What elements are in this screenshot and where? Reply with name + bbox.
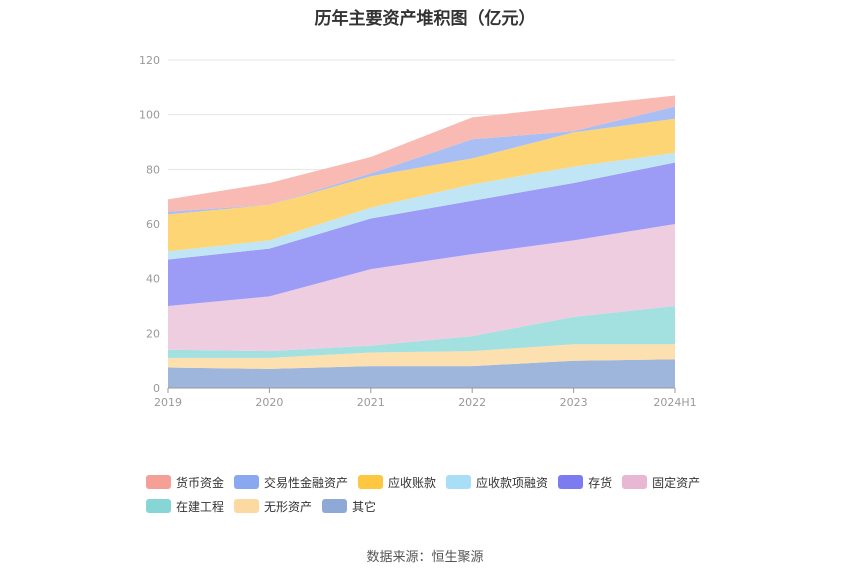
area-layer bbox=[168, 95, 675, 388]
area-series-8 bbox=[168, 95, 675, 212]
legend-swatch bbox=[146, 499, 171, 513]
legend-label: 交易性金融资产 bbox=[264, 475, 349, 490]
area-series-3 bbox=[168, 224, 675, 352]
legend-label: 无形资产 bbox=[264, 499, 313, 514]
legend-swatch bbox=[146, 475, 171, 489]
y-tick-label: 0 bbox=[153, 382, 160, 395]
legend-swatch bbox=[234, 475, 260, 489]
legend-row: 在建工程 无形资产 其它 bbox=[146, 494, 746, 518]
legend-item[interactable]: 存货 bbox=[558, 474, 612, 491]
legend-label: 应收款项融资 bbox=[476, 475, 549, 490]
x-tick-label: 2020 bbox=[255, 396, 283, 409]
legend-label: 应收账款 bbox=[388, 475, 437, 490]
area-series-7 bbox=[168, 106, 675, 215]
legend-swatch bbox=[358, 475, 384, 489]
area-series-1 bbox=[168, 344, 675, 369]
x-tick-label: 2022 bbox=[458, 396, 486, 409]
legend-swatch bbox=[234, 499, 260, 513]
area-series-4 bbox=[168, 162, 675, 306]
legend-swatch bbox=[622, 475, 648, 489]
y-tick-label: 80 bbox=[146, 163, 160, 176]
legend-item[interactable]: 应收账款 bbox=[358, 474, 436, 491]
legend-row: 货币资金 交易性金融资产 应收账款 应收款项融资 存货 固定资产 bbox=[146, 470, 746, 494]
legend-label: 其它 bbox=[352, 499, 377, 514]
legend-item[interactable]: 其它 bbox=[322, 498, 376, 515]
legend-swatch bbox=[558, 475, 584, 489]
legend-item[interactable]: 应收款项融资 bbox=[446, 474, 548, 491]
source-note: 数据来源：恒生聚源 bbox=[366, 550, 484, 565]
area-series-0 bbox=[168, 359, 675, 388]
legend-label: 固定资产 bbox=[652, 475, 701, 490]
legend-label: 货币资金 bbox=[176, 475, 225, 490]
area-series-6 bbox=[168, 118, 675, 252]
legend-item[interactable]: 交易性金融资产 bbox=[234, 474, 348, 491]
legend-item[interactable]: 在建工程 bbox=[146, 498, 224, 515]
y-tick-label: 20 bbox=[146, 327, 160, 340]
stacked-area-chart: 0 20 40 60 80 100 120 2019 2020 2021 2022 2023 2024H… bbox=[139, 54, 697, 409]
x-tick-label: 2024H1 bbox=[653, 396, 696, 409]
x-tick-label: 2021 bbox=[357, 396, 385, 409]
legend-item[interactable]: 无形资产 bbox=[234, 498, 312, 515]
chart-title: 历年主要资产堆积图（亿元） bbox=[314, 9, 536, 29]
y-tick-label: 120 bbox=[139, 54, 160, 67]
legend-item[interactable]: 固定资产 bbox=[622, 474, 700, 491]
axes: 0 20 40 60 80 100 120 2019 2020 2021 2022 2023 2024H… bbox=[139, 54, 697, 409]
y-tick-label: 60 bbox=[146, 218, 160, 231]
legend-swatch bbox=[322, 499, 348, 513]
y-tick-label: 100 bbox=[139, 109, 160, 122]
x-tick-label: 2023 bbox=[560, 396, 588, 409]
area-series-2 bbox=[168, 306, 675, 358]
y-tick-label: 40 bbox=[146, 273, 160, 286]
legend: 货币资金 交易性金融资产 应收账款 应收款项融资 存货 固定资产在建工程 无形资产 其它 bbox=[146, 470, 746, 518]
x-tick-label: 2019 bbox=[154, 396, 182, 409]
legend-label: 存货 bbox=[588, 475, 613, 490]
legend-label: 在建工程 bbox=[176, 499, 225, 514]
legend-swatch bbox=[446, 475, 472, 489]
legend-item[interactable]: 货币资金 bbox=[146, 474, 224, 491]
area-series-5 bbox=[168, 152, 675, 260]
